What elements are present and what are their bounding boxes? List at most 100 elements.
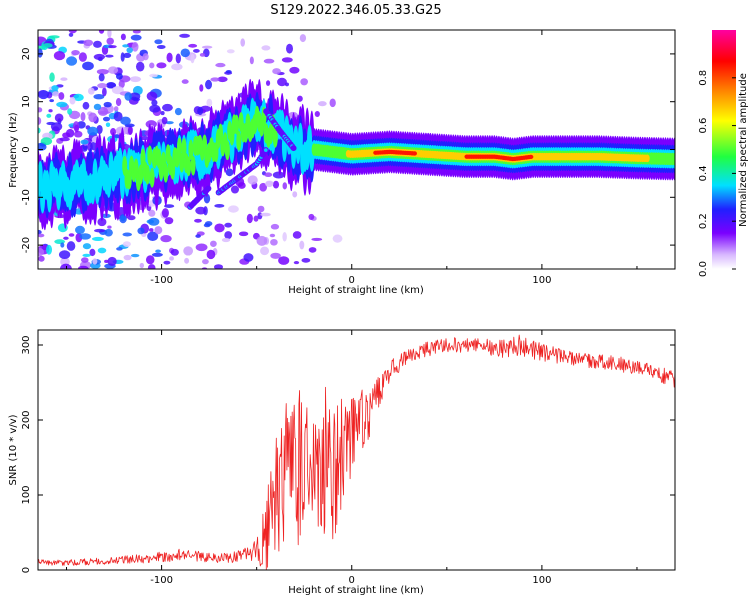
heatmap-speckle bbox=[58, 92, 65, 100]
heatmap-speckle bbox=[38, 143, 47, 151]
heatmap-speckle bbox=[272, 171, 285, 179]
heatmap-speckle bbox=[240, 38, 246, 47]
heatmap-speckle bbox=[120, 116, 131, 126]
heatmap-speckle bbox=[199, 84, 204, 92]
heatmap-speckle bbox=[281, 57, 293, 63]
heatmap-speckle bbox=[155, 249, 161, 253]
heatmap-speckle bbox=[97, 106, 109, 116]
heatmap-speckle bbox=[83, 39, 94, 47]
heatmap-speckle bbox=[282, 182, 288, 190]
heatmap-speckle bbox=[107, 30, 112, 38]
heatmap-speckle bbox=[59, 137, 70, 142]
heatmap-speckle bbox=[227, 205, 239, 213]
heatmap-speckle bbox=[63, 236, 69, 240]
heatmap-speckle bbox=[89, 248, 96, 257]
heatmap-speckle bbox=[301, 257, 311, 263]
heatmap-speckle bbox=[87, 87, 95, 95]
heatmap-speckle bbox=[297, 95, 303, 102]
heatmap-speckle bbox=[206, 249, 216, 260]
heatmap-speckle bbox=[249, 56, 254, 65]
heatmap-speckle bbox=[201, 45, 213, 49]
y-tick-label: -20 bbox=[21, 237, 32, 253]
heatmap-speckle bbox=[190, 53, 195, 64]
heatmap-speckle bbox=[308, 213, 315, 220]
y-tick-label: -10 bbox=[21, 189, 32, 205]
heatmap-speckle bbox=[146, 91, 158, 101]
heatmap-speckle bbox=[51, 85, 59, 91]
heatmap-ridge-cell bbox=[181, 138, 187, 159]
heatmap-speckle bbox=[97, 83, 108, 89]
heatmap-speckle bbox=[174, 107, 182, 116]
heatmap-ridge-cell bbox=[38, 160, 43, 192]
heatmap-speckle bbox=[139, 262, 145, 269]
heatmap-speckle bbox=[93, 40, 102, 48]
heatmap-speckle bbox=[38, 48, 43, 58]
heatmap-speckle bbox=[270, 223, 280, 230]
heatmap-speckle bbox=[161, 208, 169, 218]
heatmap-ridge-cell bbox=[163, 162, 169, 183]
heatmap-speckle bbox=[102, 116, 111, 122]
heatmap-speckle bbox=[110, 127, 117, 136]
heatmap-speckle bbox=[130, 253, 140, 258]
heatmap-speckle bbox=[149, 228, 154, 232]
heatmap-speckle bbox=[129, 92, 141, 101]
heatmap-speckle bbox=[147, 264, 156, 269]
heatmap-speckle bbox=[120, 52, 125, 62]
heatmap-speckle bbox=[58, 250, 71, 259]
x-tick-label: 100 bbox=[532, 575, 551, 586]
heatmap-speckle bbox=[246, 213, 253, 224]
heatmap-speckle bbox=[113, 106, 119, 112]
heatmap-ridge-cell bbox=[528, 154, 534, 160]
heatmap-speckle bbox=[106, 37, 114, 45]
heatmap-ridge-cell bbox=[672, 152, 675, 166]
colorbar-tick-label: 0.0 bbox=[698, 261, 709, 277]
heatmap-speckle bbox=[256, 235, 268, 246]
heatmap-speckle bbox=[78, 265, 89, 269]
heatmap-speckle bbox=[175, 53, 181, 64]
heatmap-speckle bbox=[151, 99, 158, 106]
heatmap-speckle bbox=[132, 30, 141, 34]
heatmap-speckle bbox=[230, 185, 239, 194]
heatmap-speckle bbox=[206, 98, 213, 107]
heatmap-speckle bbox=[253, 215, 259, 222]
heatmap-speckle bbox=[205, 79, 212, 90]
x-tick-label: -100 bbox=[150, 575, 173, 586]
heatmap-speckle bbox=[93, 94, 105, 100]
heatmap-speckle bbox=[79, 233, 91, 240]
heatmap-speckle bbox=[154, 39, 163, 45]
heatmap-speckle bbox=[257, 205, 265, 213]
heatmap-speckle bbox=[119, 214, 127, 224]
heatmap-speckle bbox=[38, 255, 45, 262]
y-tick-label: 200 bbox=[21, 410, 32, 429]
heatmap-ridge-cell bbox=[176, 137, 182, 158]
heatmap-speckle bbox=[96, 68, 109, 75]
x-tick-label: -100 bbox=[150, 275, 173, 286]
heatmap-speckle bbox=[48, 109, 53, 113]
heatmap-speckle bbox=[277, 77, 287, 87]
heatmap-speckle bbox=[171, 63, 183, 71]
heatmap-speckle bbox=[243, 253, 254, 262]
heatmap-ridge-cell bbox=[179, 152, 185, 173]
heatmap-speckle bbox=[69, 96, 76, 105]
heatmap-speckle bbox=[38, 233, 45, 238]
heatmap-speckle bbox=[127, 126, 133, 136]
heatmap-speckle bbox=[68, 30, 77, 34]
heatmap-speckle bbox=[270, 252, 281, 259]
heatmap-speckle bbox=[46, 113, 52, 118]
heatmap-speckle bbox=[82, 61, 94, 71]
heatmap-speckle bbox=[180, 48, 190, 58]
heatmap-speckle bbox=[120, 33, 126, 41]
heatmap-speckle bbox=[52, 91, 60, 97]
figure-title: S129.2022.346.05.33.G25 bbox=[270, 3, 441, 18]
heatmap-speckle bbox=[149, 73, 158, 78]
heatmap-speckle bbox=[123, 52, 132, 58]
heatmap-speckle bbox=[49, 99, 54, 103]
heatmap-speckle bbox=[278, 256, 290, 265]
heatmap-speckle bbox=[147, 231, 159, 242]
heatmap-speckle bbox=[289, 66, 300, 74]
heatmap-ridge-cell bbox=[411, 151, 417, 156]
heatmap-speckle bbox=[194, 218, 202, 223]
heatmap-speckle bbox=[127, 215, 136, 221]
